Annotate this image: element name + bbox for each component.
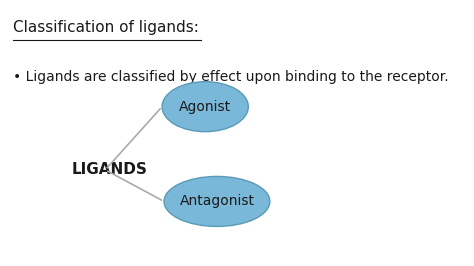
Ellipse shape — [162, 82, 248, 132]
Ellipse shape — [164, 176, 270, 226]
Text: LIGANDS: LIGANDS — [72, 162, 148, 177]
Text: • Ligands are classified by effect upon binding to the receptor.: • Ligands are classified by effect upon … — [13, 70, 449, 84]
Text: Classification of ligands:: Classification of ligands: — [13, 20, 199, 35]
Text: Agonist: Agonist — [179, 100, 231, 114]
Text: Antagonist: Antagonist — [180, 194, 255, 209]
